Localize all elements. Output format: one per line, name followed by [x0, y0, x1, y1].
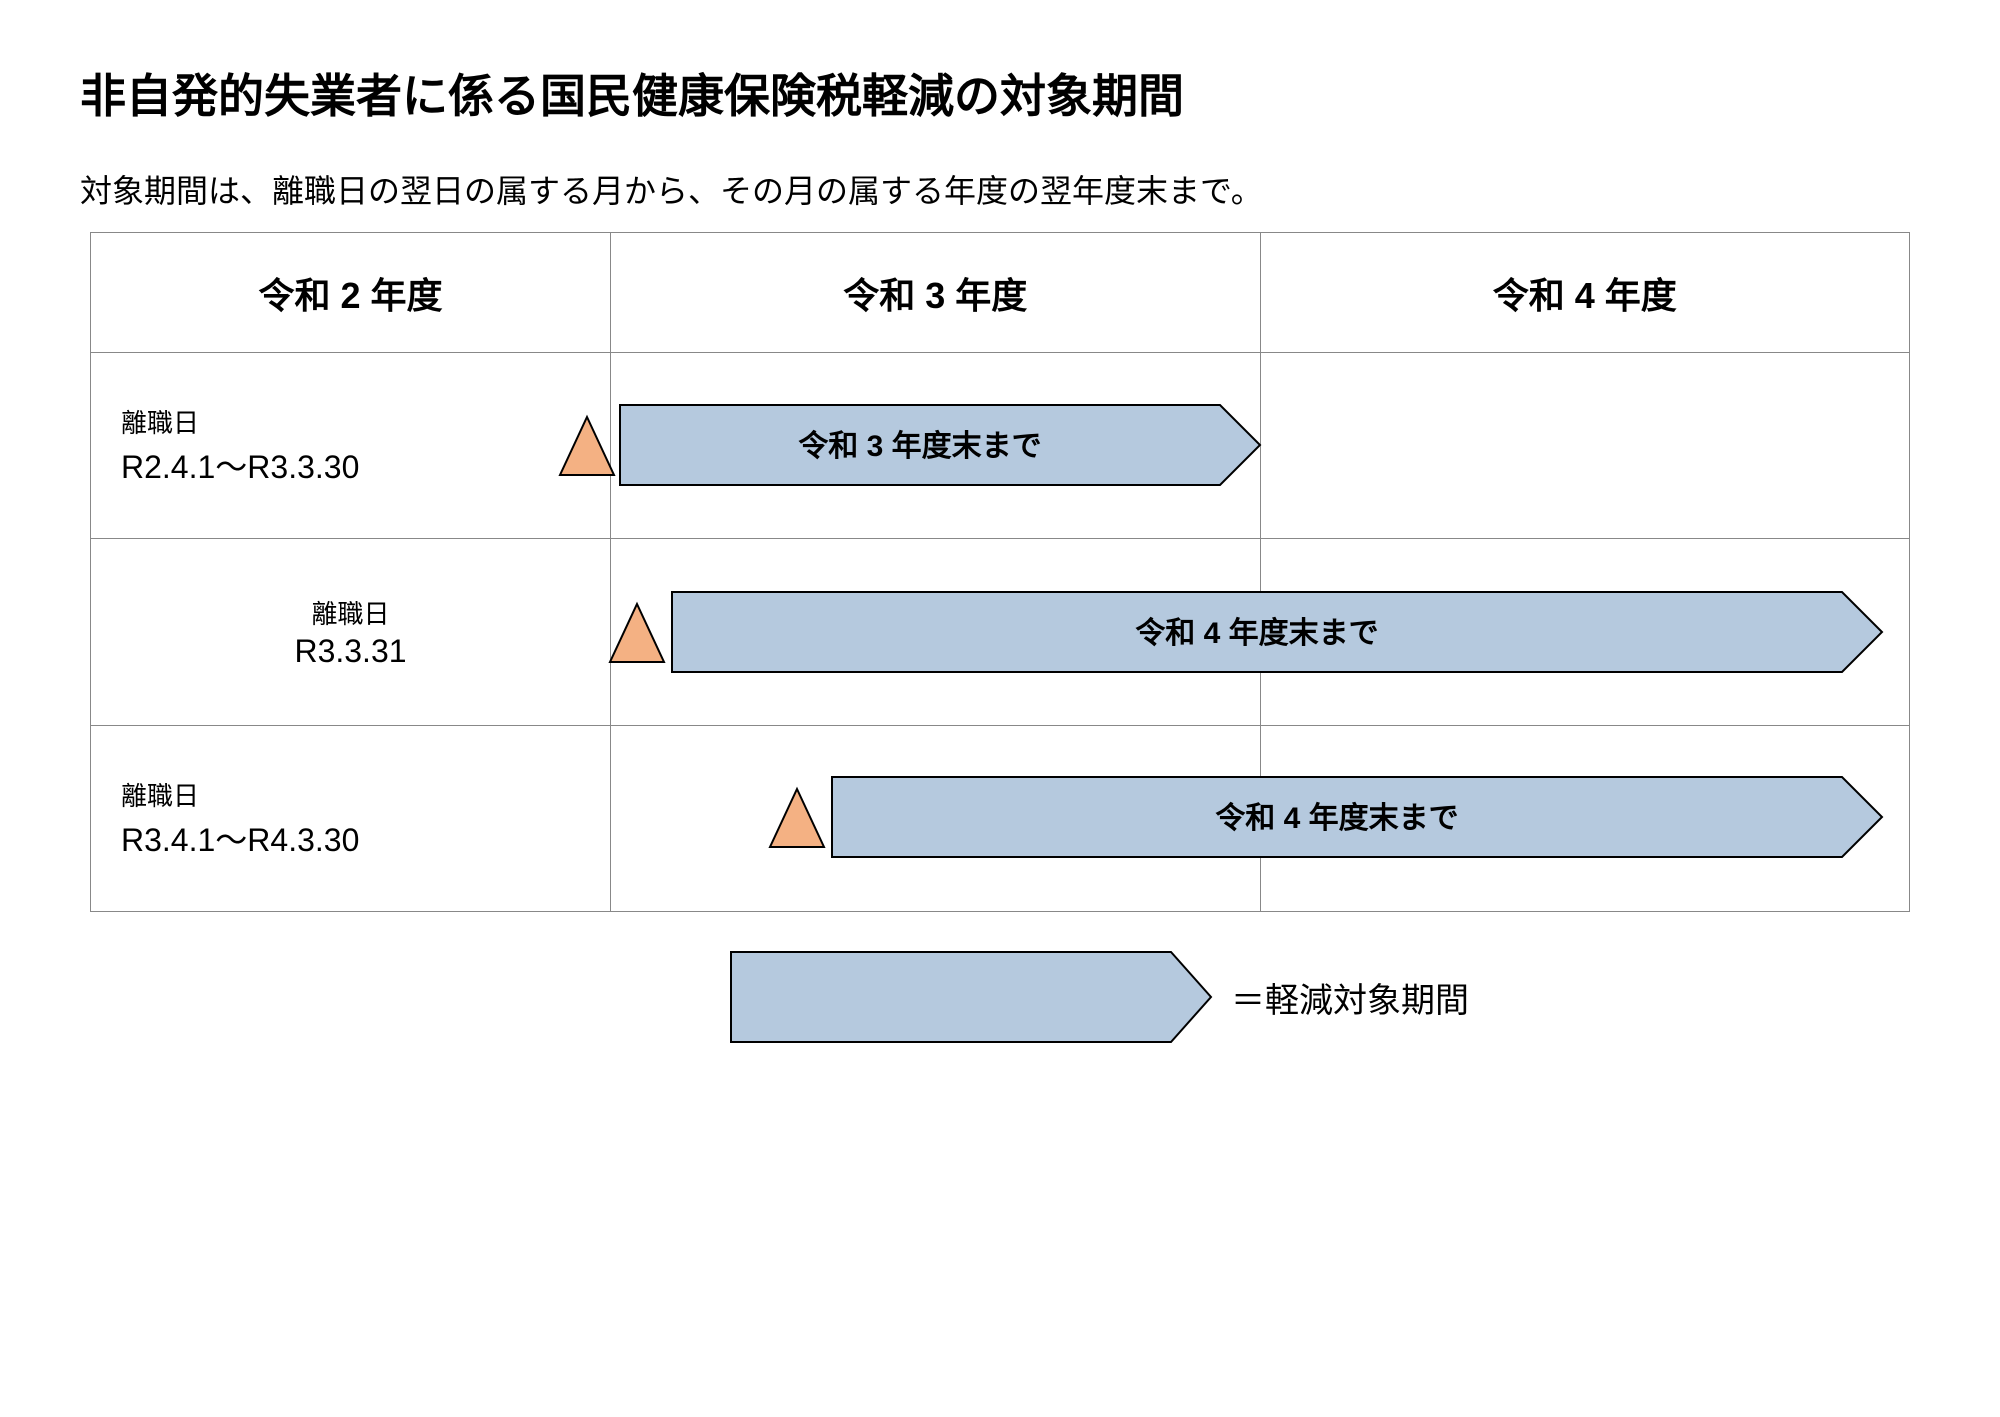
row-date-1: R3.3.31: [91, 633, 610, 670]
table-cell-r2c1: [611, 725, 1261, 911]
table-cell-r0c2: [1260, 353, 1910, 539]
legend: ＝軽減対象期間: [280, 952, 1920, 1042]
row-label-2: 離職日 R3.4.1～R4.3.30: [91, 776, 610, 861]
legend-label: ＝軽減対象期間: [1231, 973, 1469, 1022]
header-year-1: 令和 3 年度: [611, 233, 1261, 353]
row-label-1: 離職日 R3.3.31: [91, 594, 610, 670]
page-subtitle: 対象期間は、離職日の翌日の属する月から、その月の属する年度の翌年度末まで。: [80, 166, 1920, 212]
row-label-0: 離職日 R2.4.1～R3.3.30: [91, 403, 610, 488]
row-small-2: 離職日: [121, 776, 610, 813]
table-cell-r1c0: 離職日 R3.3.31: [91, 539, 611, 725]
table-cell-r1c2: [1260, 539, 1910, 725]
legend-arrow-icon: [731, 952, 1211, 1042]
row-date-0: R2.4.1～R3.3.30: [121, 442, 610, 488]
header-year-0: 令和 2 年度: [91, 233, 611, 353]
table-cell-r1c1: [611, 539, 1261, 725]
period-grid-table: 令和 2 年度 令和 3 年度 令和 4 年度 離職日 R2.4.1～R3.3.…: [90, 232, 1910, 912]
row-small-1: 離職日: [91, 594, 610, 631]
legend-arrow-shape: [731, 952, 1211, 1042]
header-year-2: 令和 4 年度: [1260, 233, 1910, 353]
table-cell-r0c1: [611, 353, 1261, 539]
chart-container: 令和 2 年度 令和 3 年度 令和 4 年度 離職日 R2.4.1～R3.3.…: [90, 232, 1910, 912]
row-small-0: 離職日: [121, 403, 610, 440]
table-cell-r0c0: 離職日 R2.4.1～R3.3.30: [91, 353, 611, 539]
table-cell-r2c0: 離職日 R3.4.1～R4.3.30: [91, 725, 611, 911]
page-title: 非自発的失業者に係る国民健康保険税軽減の対象期間: [80, 60, 1920, 126]
row-date-2: R3.4.1～R4.3.30: [121, 815, 610, 861]
table-cell-r2c2: [1260, 725, 1910, 911]
